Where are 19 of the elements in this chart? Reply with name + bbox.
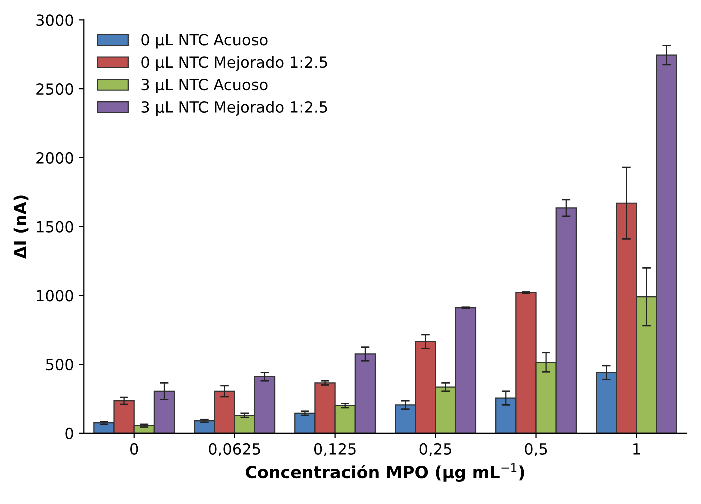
- y-tick-label: 500: [46, 359, 74, 371]
- x-tick-label: 0,125: [314, 443, 356, 457]
- legend-label: 0 µL NTC Mejorado 1:2.5: [142, 56, 328, 72]
- y-tick-label: 0: [66, 428, 74, 440]
- y-tick-label: 2000: [36, 152, 74, 164]
- legend-label: 3 µL NTC Mejorado 1:2.5: [142, 101, 328, 116]
- x-tick-label: 1: [634, 444, 640, 455]
- y-axis-title: ΔI (nA): [14, 196, 29, 260]
- x-tick-label: 0: [130, 443, 138, 455]
- legend-label: 0 µL NTC Acuoso: [142, 34, 268, 49]
- y-tick-label: 3000: [36, 14, 74, 26]
- y-tick-label: 1000: [37, 290, 74, 302]
- x-tick-label: 0,0625: [209, 443, 260, 457]
- x-tick-label: 0,25: [420, 443, 452, 457]
- x-axis-title: Concentración MPO (µg mL$^{−1}$): [246, 464, 524, 482]
- y-tick-label: 2500: [36, 84, 74, 96]
- x-tick-label: 0,5: [525, 443, 548, 457]
- legend-label: 3 µL NTC Acuoso: [142, 79, 268, 94]
- y-tick-label: 1500: [37, 221, 74, 233]
